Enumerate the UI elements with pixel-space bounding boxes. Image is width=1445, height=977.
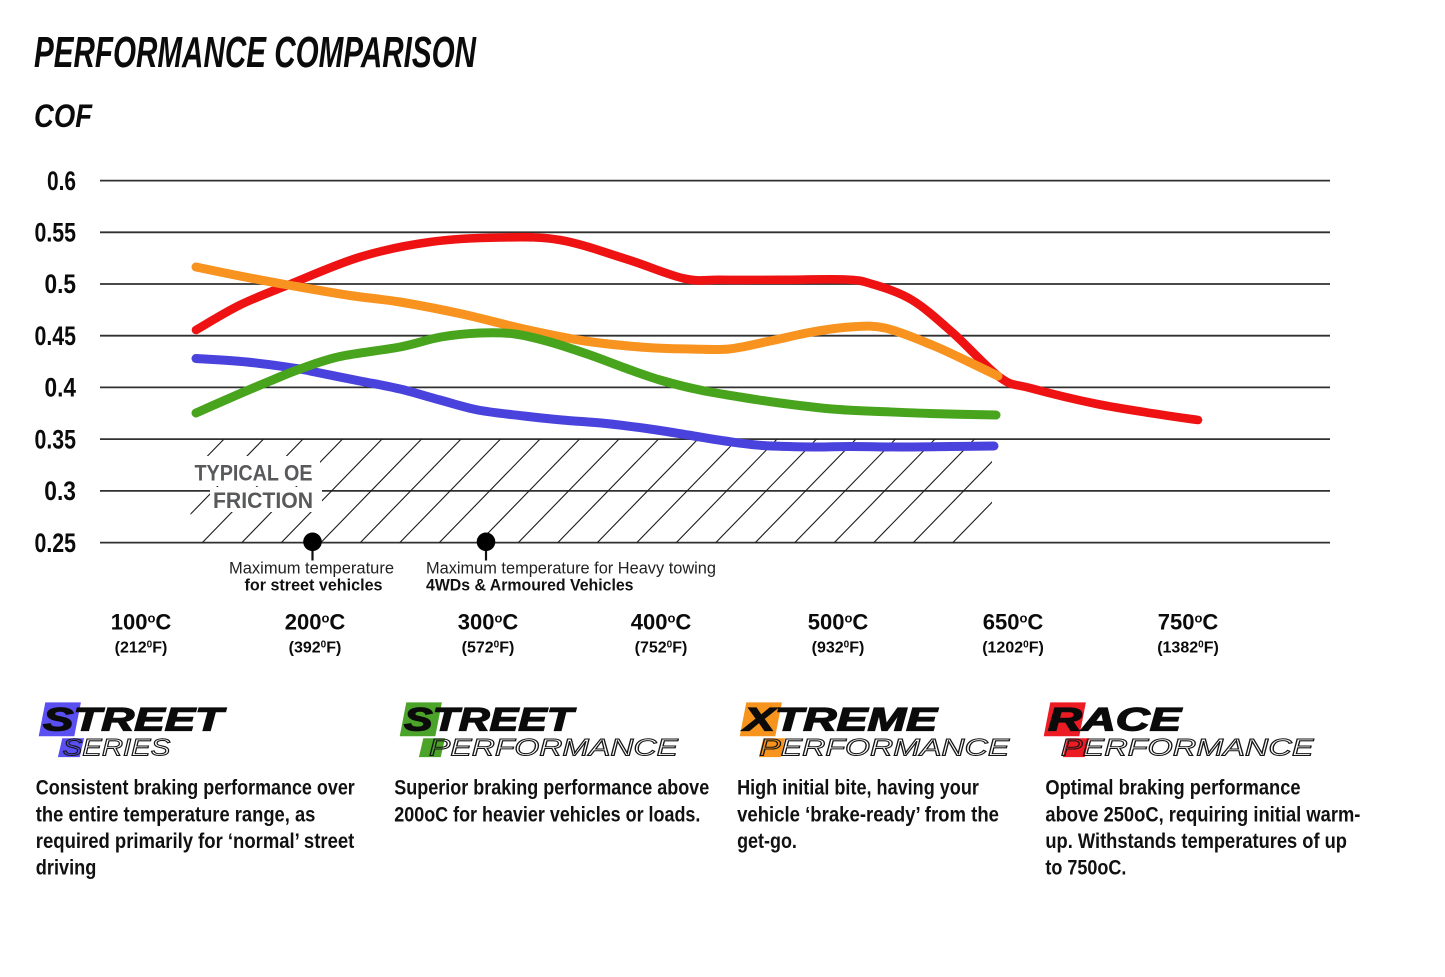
svg-text:0.35: 0.35: [35, 424, 77, 454]
svg-text:RACE: RACE: [1048, 702, 1183, 738]
svg-text:100oC: 100oC: [111, 610, 172, 635]
svg-text:above 250oC, requiring initial: above 250oC, requiring initial warm-: [1045, 802, 1360, 826]
svg-text:0.45: 0.45: [35, 321, 77, 351]
svg-text:(12020F): (12020F): [982, 640, 1044, 657]
svg-text:XTREME: XTREME: [741, 702, 939, 738]
svg-text:Maximum temperature: Maximum temperature: [229, 558, 394, 577]
svg-text:PERFORMANCE: PERFORMANCE: [429, 735, 679, 762]
svg-text:for street vehicles: for street vehicles: [245, 576, 383, 595]
svg-text:High initial bite, having your: High initial bite, having your: [737, 776, 979, 800]
svg-text:Maximum temperature for Heavy: Maximum temperature for Heavy towing: [426, 558, 716, 577]
svg-text:get-go.: get-go.: [737, 829, 797, 853]
svg-text:300oC: 300oC: [458, 610, 519, 635]
svg-text:Optimal braking performance: Optimal braking performance: [1045, 776, 1300, 800]
svg-text:driving: driving: [36, 856, 97, 880]
svg-text:PERFORMANCE: PERFORMANCE: [1061, 735, 1314, 762]
svg-text:up. Withstands temperatures of: up. Withstands temperatures of up: [1045, 829, 1347, 853]
svg-text:(2120F): (2120F): [115, 640, 168, 657]
svg-text:0.55: 0.55: [35, 218, 77, 248]
svg-text:to 750oC.: to 750oC.: [1045, 856, 1126, 880]
svg-text:4WDs & Armoured Vehicles: 4WDs & Armoured Vehicles: [426, 576, 634, 595]
svg-text:0.6: 0.6: [47, 166, 76, 196]
svg-text:500oC: 500oC: [808, 610, 869, 635]
svg-text:COF: COF: [34, 98, 93, 134]
svg-text:STREET: STREET: [43, 702, 226, 738]
svg-text:FRICTION: FRICTION: [213, 488, 313, 513]
svg-text:0.25: 0.25: [35, 528, 77, 558]
svg-text:(3920F): (3920F): [289, 640, 342, 657]
svg-text:PERFORMANCE COMPARISON: PERFORMANCE COMPARISON: [34, 29, 477, 77]
svg-text:vehicle ‘brake-ready’ from the: vehicle ‘brake-ready’ from the: [737, 802, 999, 826]
svg-text:750oC: 750oC: [1158, 610, 1219, 635]
svg-text:required primarily for ‘normal: required primarily for ‘normal’ street: [36, 829, 355, 853]
svg-text:(5720F): (5720F): [462, 640, 515, 657]
svg-text:STREET: STREET: [404, 702, 576, 738]
svg-text:(9320F): (9320F): [812, 640, 865, 657]
svg-text:TYPICAL OE: TYPICAL OE: [195, 461, 313, 486]
svg-text:PERFORMANCE: PERFORMANCE: [759, 735, 1010, 762]
svg-text:650oC: 650oC: [983, 610, 1044, 635]
svg-text:0.3: 0.3: [44, 476, 76, 506]
svg-text:400oC: 400oC: [631, 610, 692, 635]
svg-text:the entire temperature range,: the entire temperature range, as: [36, 802, 316, 826]
svg-text:0.4: 0.4: [45, 373, 77, 403]
svg-text:0.5: 0.5: [45, 269, 77, 299]
svg-text:Consistent braking performance: Consistent braking performance over: [36, 776, 356, 800]
svg-text:SERIES: SERIES: [63, 735, 171, 762]
svg-text:200oC: 200oC: [285, 610, 346, 635]
svg-text:(7520F): (7520F): [635, 640, 688, 657]
svg-text:200oC for heavier vehicles or: 200oC for heavier vehicles or loads.: [394, 802, 700, 826]
svg-text:Superior braking performance a: Superior braking performance above: [394, 776, 709, 800]
svg-text:(13820F): (13820F): [1157, 640, 1219, 657]
